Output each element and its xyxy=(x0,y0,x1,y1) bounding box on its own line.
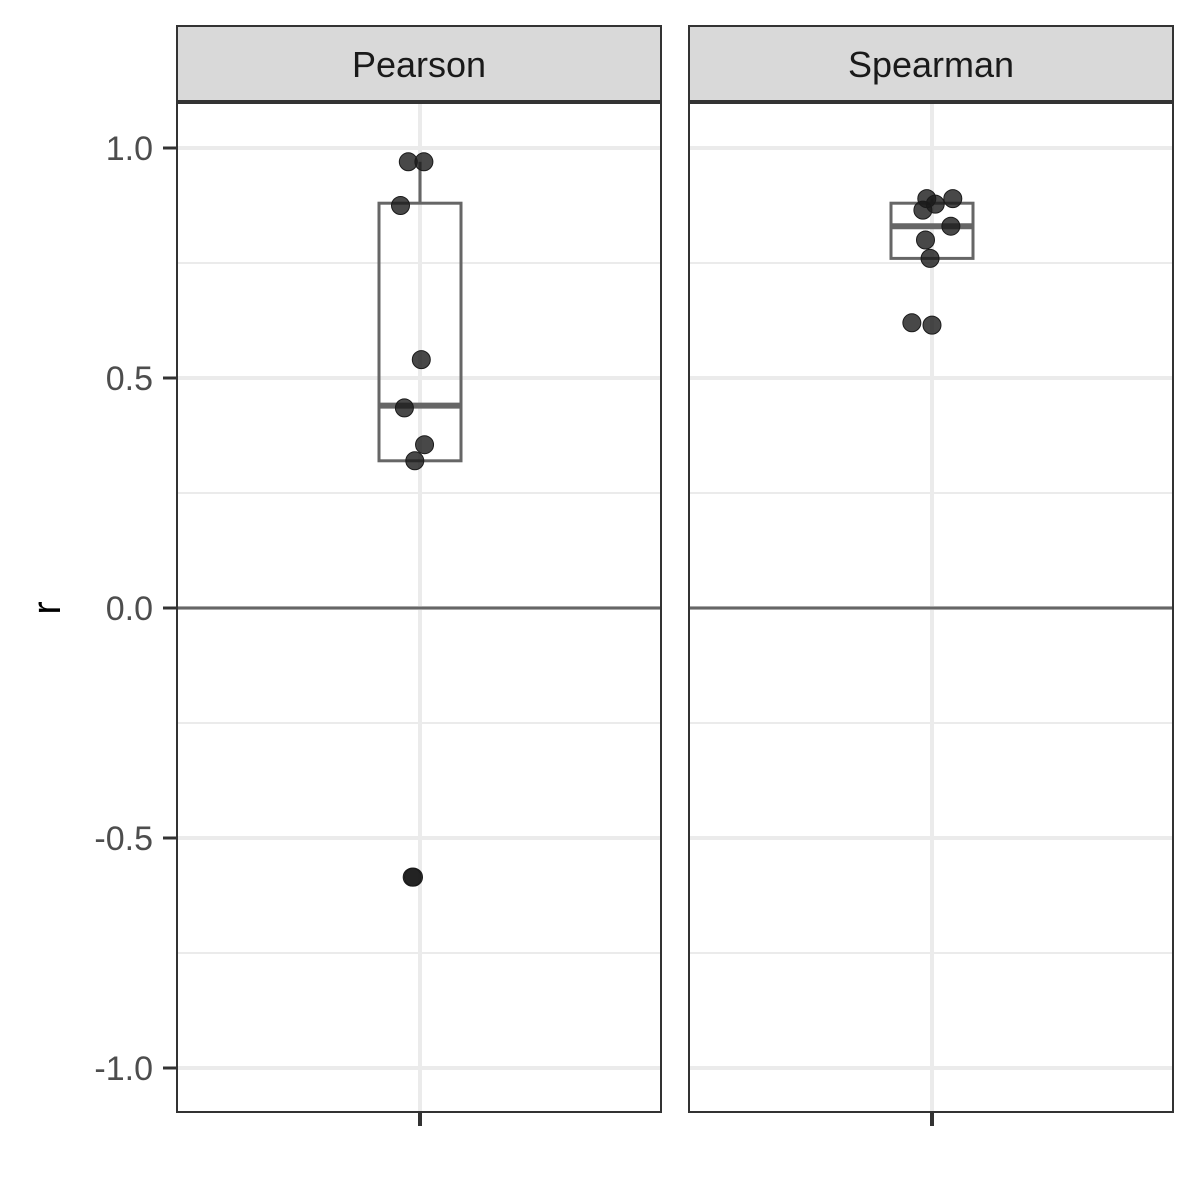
spearman-data-point xyxy=(902,313,922,333)
spearman-data-point xyxy=(922,315,942,335)
axis-layer: 1.0 0.5 0.0 -0.5 -1.0 xyxy=(94,130,934,1126)
y-axis-title: r xyxy=(25,601,69,614)
frame-layer: Pearson Spearman xyxy=(176,25,1174,1113)
spearman-data-point xyxy=(913,200,933,220)
pearson-data-point xyxy=(411,350,431,370)
spearman-strip-label: Spearman xyxy=(848,44,1014,85)
y-tick-label: 1.0 xyxy=(106,130,153,168)
spearman-data-point xyxy=(916,230,935,250)
pearson-data-point xyxy=(415,435,435,455)
pearson-data-point xyxy=(404,867,423,887)
y-tick-label: -1.0 xyxy=(94,1050,153,1088)
spearman-data-point xyxy=(943,189,963,209)
pearson-strip xyxy=(176,25,662,102)
pearson-data-point xyxy=(414,152,434,172)
pearson-strip-label: Pearson xyxy=(352,44,486,85)
spearman-data-point xyxy=(920,248,940,268)
y-tick-label: 0.5 xyxy=(106,360,153,398)
marks-layer xyxy=(177,152,1173,887)
pearson-data-point xyxy=(405,451,425,471)
y-tick-label: 0.0 xyxy=(106,590,153,628)
y-tick-label: -0.5 xyxy=(94,820,153,858)
spearman-strip xyxy=(688,25,1174,102)
pearson-data-point xyxy=(394,398,414,418)
spearman-data-point xyxy=(941,216,961,236)
pearson-data-point xyxy=(391,196,410,215)
